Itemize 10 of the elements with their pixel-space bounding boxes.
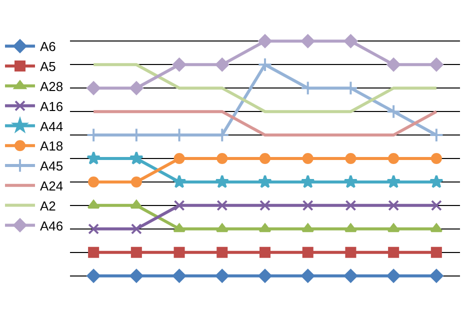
legend-label: A2 xyxy=(40,198,56,214)
legend-label: A46 xyxy=(40,218,64,234)
legend-label: A18 xyxy=(40,138,64,154)
legend-label: A28 xyxy=(40,78,64,94)
legend-label: A44 xyxy=(40,118,64,134)
legend-label: A5 xyxy=(40,59,56,74)
legend-label: A16 xyxy=(40,98,64,114)
legend-label: A6 xyxy=(40,39,56,54)
legend-label: A45 xyxy=(40,158,64,174)
legend-label: A24 xyxy=(40,178,64,194)
